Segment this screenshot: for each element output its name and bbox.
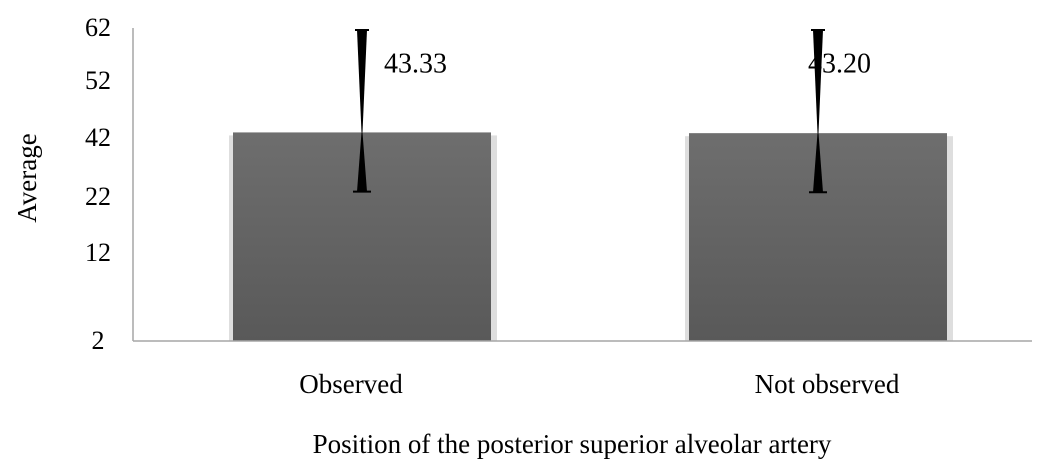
data-label: 43.20 [808, 48, 871, 79]
x-axis-title: Position of the posterior superior alveo… [313, 429, 832, 459]
y-tick-label: 22 [85, 182, 111, 211]
y-tick-label: 12 [85, 238, 111, 267]
y-tick-label: 2 [92, 326, 105, 355]
y-ticks: 2 12 22 42 52 62 [85, 13, 111, 355]
x-category-label: Not observed [755, 369, 900, 399]
bars [229, 132, 953, 341]
plot-area [133, 28, 1032, 341]
error-bar-upper [813, 30, 823, 133]
y-axis-title: Average [12, 133, 42, 222]
data-labels: 43.33 43.20 [384, 48, 871, 79]
data-label: 43.33 [384, 48, 447, 79]
x-category-label: Observed [299, 369, 403, 399]
error-bar-upper [357, 30, 367, 132]
category-labels: Observed Not observed [299, 369, 900, 399]
y-tick-label: 42 [85, 123, 111, 152]
y-tick-label: 52 [85, 66, 111, 95]
y-tick-label: 62 [85, 13, 111, 42]
